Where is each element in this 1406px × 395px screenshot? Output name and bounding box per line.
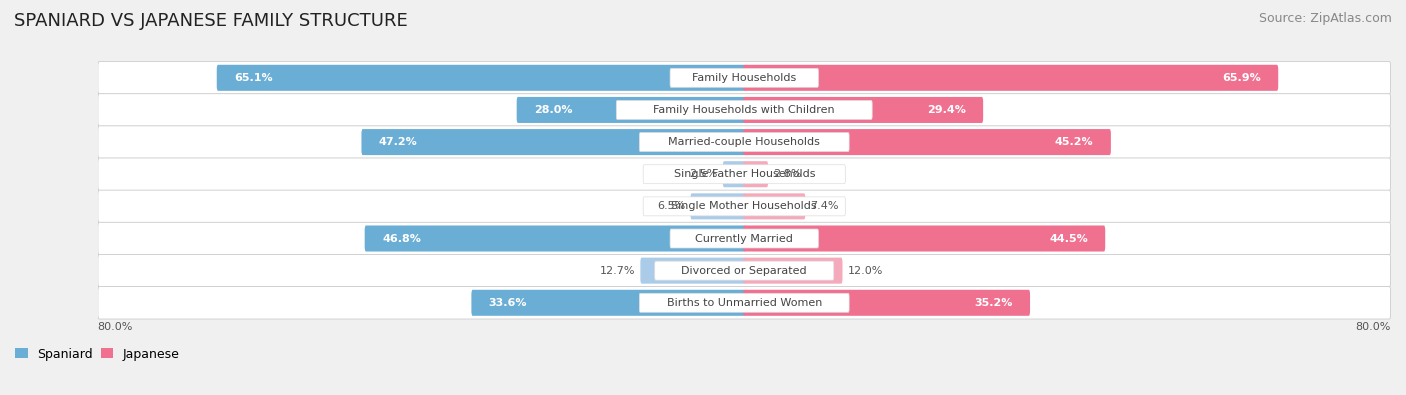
FancyBboxPatch shape	[471, 290, 745, 316]
Text: 2.5%: 2.5%	[689, 169, 717, 179]
FancyBboxPatch shape	[217, 65, 745, 91]
FancyBboxPatch shape	[640, 133, 849, 152]
FancyBboxPatch shape	[655, 261, 834, 280]
Text: 28.0%: 28.0%	[534, 105, 572, 115]
Text: 2.8%: 2.8%	[773, 169, 801, 179]
Text: Currently Married: Currently Married	[696, 233, 793, 243]
Text: Family Households with Children: Family Households with Children	[654, 105, 835, 115]
FancyBboxPatch shape	[643, 165, 845, 184]
FancyBboxPatch shape	[640, 258, 745, 284]
FancyBboxPatch shape	[98, 126, 1391, 158]
Text: 47.2%: 47.2%	[378, 137, 418, 147]
FancyBboxPatch shape	[742, 226, 1105, 252]
FancyBboxPatch shape	[98, 158, 1391, 190]
FancyBboxPatch shape	[723, 161, 745, 187]
FancyBboxPatch shape	[671, 68, 818, 87]
FancyBboxPatch shape	[643, 197, 845, 216]
FancyBboxPatch shape	[616, 100, 872, 119]
FancyBboxPatch shape	[98, 286, 1391, 319]
FancyBboxPatch shape	[98, 254, 1391, 287]
FancyBboxPatch shape	[98, 190, 1391, 223]
Text: Married-couple Households: Married-couple Households	[668, 137, 820, 147]
FancyBboxPatch shape	[742, 258, 842, 284]
FancyBboxPatch shape	[742, 193, 806, 219]
FancyBboxPatch shape	[98, 62, 1391, 94]
Text: 44.5%: 44.5%	[1049, 233, 1088, 243]
Text: 35.2%: 35.2%	[974, 298, 1012, 308]
Text: Single Mother Households: Single Mother Households	[672, 201, 817, 211]
Text: 65.1%: 65.1%	[235, 73, 273, 83]
FancyBboxPatch shape	[742, 129, 1111, 155]
Text: 29.4%: 29.4%	[927, 105, 966, 115]
FancyBboxPatch shape	[671, 229, 818, 248]
FancyBboxPatch shape	[98, 94, 1391, 126]
FancyBboxPatch shape	[742, 161, 768, 187]
Text: 7.4%: 7.4%	[810, 201, 839, 211]
Text: Source: ZipAtlas.com: Source: ZipAtlas.com	[1258, 12, 1392, 25]
Text: Divorced or Separated: Divorced or Separated	[682, 266, 807, 276]
Text: 80.0%: 80.0%	[97, 322, 134, 332]
FancyBboxPatch shape	[98, 222, 1391, 255]
FancyBboxPatch shape	[742, 97, 983, 123]
Text: 65.9%: 65.9%	[1222, 73, 1261, 83]
Text: 80.0%: 80.0%	[1355, 322, 1391, 332]
FancyBboxPatch shape	[361, 129, 745, 155]
Text: 46.8%: 46.8%	[382, 233, 420, 243]
FancyBboxPatch shape	[742, 65, 1278, 91]
Text: Single Father Households: Single Father Households	[673, 169, 815, 179]
FancyBboxPatch shape	[516, 97, 745, 123]
Text: 12.0%: 12.0%	[848, 266, 883, 276]
Text: SPANIARD VS JAPANESE FAMILY STRUCTURE: SPANIARD VS JAPANESE FAMILY STRUCTURE	[14, 12, 408, 30]
Text: 33.6%: 33.6%	[489, 298, 527, 308]
Text: Births to Unmarried Women: Births to Unmarried Women	[666, 298, 823, 308]
Text: 12.7%: 12.7%	[599, 266, 636, 276]
FancyBboxPatch shape	[364, 226, 745, 252]
Text: Family Households: Family Households	[692, 73, 796, 83]
Text: 6.5%: 6.5%	[657, 201, 685, 211]
FancyBboxPatch shape	[640, 293, 849, 312]
Text: 45.2%: 45.2%	[1054, 137, 1094, 147]
FancyBboxPatch shape	[690, 193, 745, 219]
FancyBboxPatch shape	[742, 290, 1031, 316]
Legend: Spaniard, Japanese: Spaniard, Japanese	[15, 348, 180, 361]
